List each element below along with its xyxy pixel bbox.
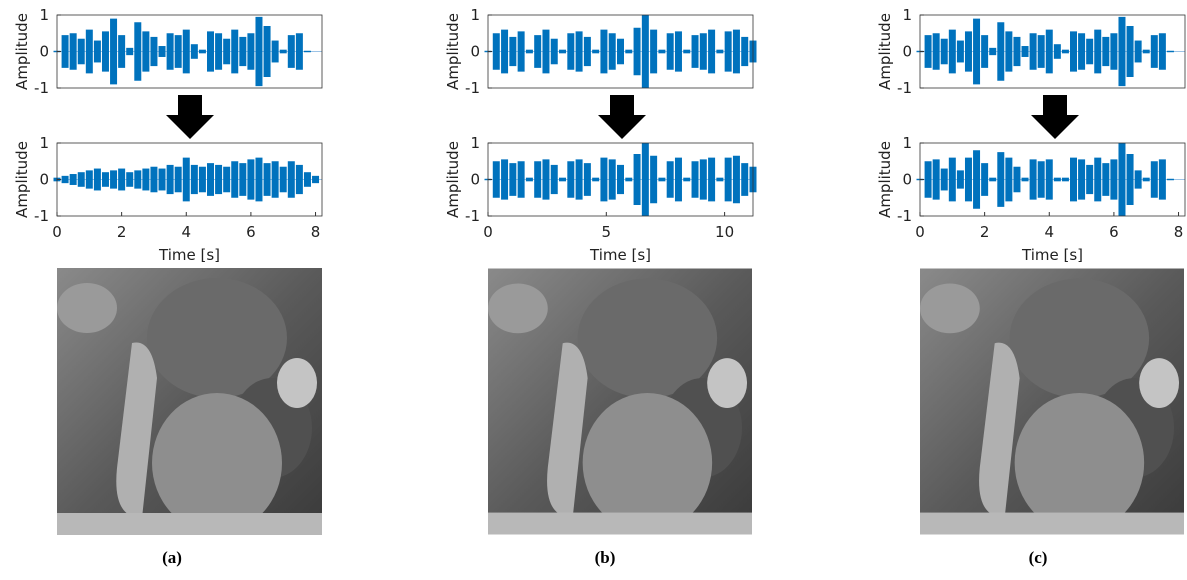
x-tick-label: 8 bbox=[1174, 223, 1184, 241]
image bbox=[920, 269, 1184, 535]
y-tick-label: -1 bbox=[465, 207, 480, 225]
y-tick-label: -1 bbox=[897, 207, 912, 225]
y-tick-label: 0 bbox=[470, 171, 480, 189]
arrow bbox=[598, 95, 646, 139]
y-tick-label: 1 bbox=[470, 6, 480, 24]
x-axis-label: Time [s] bbox=[1021, 246, 1083, 264]
y-tick-label: 0 bbox=[902, 171, 912, 189]
waveform-chart: -1 0 1 Amplitude bbox=[444, 6, 753, 97]
x-tick-label: 0 bbox=[915, 223, 925, 241]
y-axis-label: Amplitude bbox=[13, 13, 31, 90]
y-tick-label: 0 bbox=[39, 43, 49, 61]
waveform-chart: -1 0 1 Amplitude bbox=[876, 6, 1185, 97]
x-tick-label: 4 bbox=[1044, 223, 1054, 241]
arrows bbox=[166, 95, 1079, 139]
arrow bbox=[166, 95, 214, 139]
y-axis-label: Amplitude bbox=[444, 13, 462, 90]
y-tick-label: 0 bbox=[39, 171, 49, 189]
x-axis-label: Time [s] bbox=[158, 246, 220, 264]
y-tick-label: -1 bbox=[34, 207, 49, 225]
x-tick-label: 6 bbox=[246, 223, 256, 241]
waveform-chart: -1 0 1 Amplitude bbox=[13, 6, 322, 97]
x-tick-label: 6 bbox=[1109, 223, 1119, 241]
x-tick-label: 5 bbox=[602, 223, 612, 241]
caption: (a) bbox=[162, 548, 182, 567]
y-tick-label: 1 bbox=[470, 134, 480, 152]
figure: (a) (b) (c) -101Amplitude-10102468Amplit… bbox=[0, 0, 1187, 576]
y-tick-label: 0 bbox=[902, 43, 912, 61]
y-axis-label: Amplitude bbox=[13, 141, 31, 218]
x-tick-label: 2 bbox=[117, 223, 127, 241]
x-tick-label: 2 bbox=[980, 223, 990, 241]
arrow bbox=[1031, 95, 1079, 139]
caption: (b) bbox=[595, 548, 616, 567]
y-tick-label: 1 bbox=[39, 6, 49, 24]
y-axis-label: Amplitude bbox=[444, 141, 462, 218]
y-tick-label: -1 bbox=[897, 79, 912, 97]
y-tick-label: 1 bbox=[39, 134, 49, 152]
x-tick-label: 10 bbox=[715, 223, 734, 241]
x-tick-label: 4 bbox=[181, 223, 191, 241]
x-axis-label: Time [s] bbox=[589, 246, 651, 264]
y-tick-label: -1 bbox=[34, 79, 49, 97]
y-axis-label: Amplitude bbox=[876, 141, 894, 218]
x-tick-label: 0 bbox=[483, 223, 493, 241]
y-axis-label: Amplitude bbox=[876, 13, 894, 90]
x-tick-label: 8 bbox=[311, 223, 321, 241]
caption: (c) bbox=[1029, 548, 1048, 567]
image bbox=[57, 268, 322, 535]
y-tick-label: 0 bbox=[470, 43, 480, 61]
images bbox=[57, 268, 1184, 535]
y-tick-label: 1 bbox=[902, 134, 912, 152]
image bbox=[488, 269, 752, 535]
y-tick-label: 1 bbox=[902, 6, 912, 24]
x-tick-label: 0 bbox=[52, 223, 62, 241]
y-tick-label: -1 bbox=[465, 79, 480, 97]
